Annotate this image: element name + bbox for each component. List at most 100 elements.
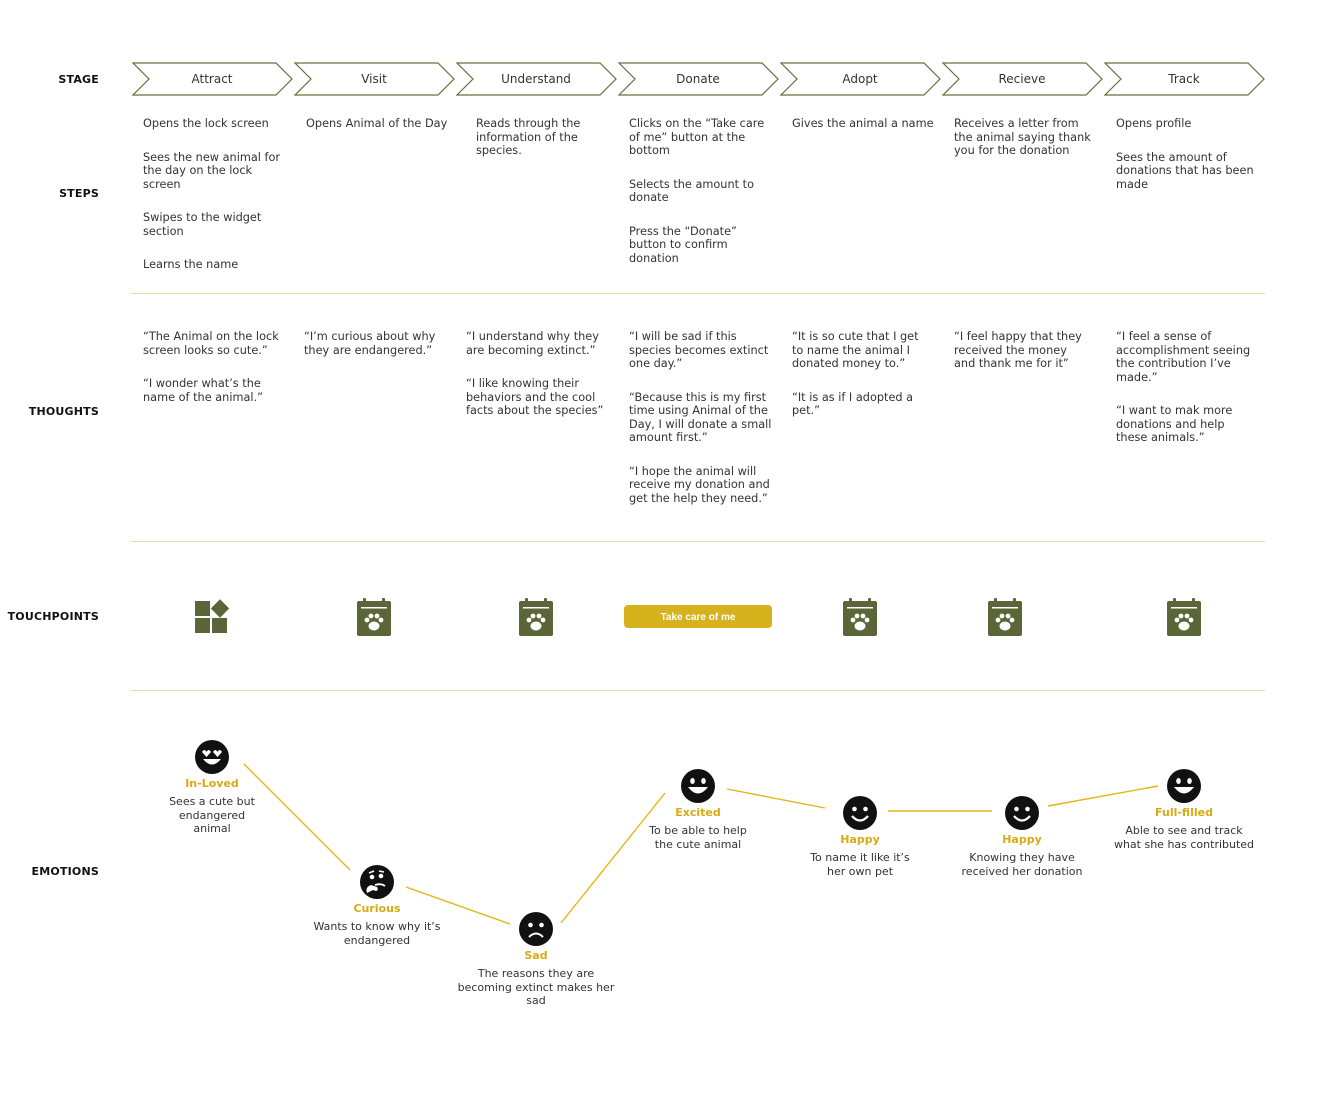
emotion-connector [560, 792, 666, 924]
stage-label: Donate [676, 72, 720, 86]
step-text: Learns the name [143, 258, 239, 271]
row-label-emotions: EMOTIONS [31, 865, 99, 878]
emotion-name: Excited [675, 806, 721, 819]
stage-arrow-donate: Donate [618, 62, 780, 96]
emotion-excited: Excited To be able to help the cute anim… [613, 768, 783, 851]
thoughts-attract: “The Animal on the lock screen looks so … [143, 330, 287, 424]
thoughts-donate: “I will be sad if this species becomes e… [629, 330, 775, 525]
step-text: Clicks on the “Take care of me” button a… [629, 117, 765, 157]
thought-text: “I understand why they are becoming exti… [466, 330, 599, 357]
thought-text: “I’m curious about why they are endanger… [304, 330, 436, 357]
chevron-arrow-shape [294, 62, 455, 96]
chevron-arrow-shape [1104, 62, 1265, 96]
steps-donate: Clicks on the “Take care of me” button a… [629, 117, 777, 285]
stage-label: Attract [191, 72, 233, 86]
steps-visit: Opens Animal of the Day [306, 117, 452, 151]
chevron-arrow-shape [132, 62, 293, 96]
stage-arrow-adopt: Adopt [780, 62, 942, 96]
smile-face-icon [843, 796, 877, 830]
emotion-connector [243, 763, 351, 871]
take-care-of-me-button[interactable]: Take care of me [624, 605, 772, 628]
chevron-arrow-shape [456, 62, 617, 96]
sad-face-icon [519, 912, 553, 946]
section-divider [131, 293, 1265, 294]
stage-label: Track [1168, 72, 1200, 86]
row-label-touchpoints: TOUCHPOINTS [7, 610, 99, 623]
calendar-paw-icon [356, 598, 392, 638]
steps-understand: Reads through the information of the spe… [476, 117, 602, 178]
emotion-name: Happy [840, 833, 880, 846]
thought-text: “I like knowing their behaviors and the … [466, 377, 604, 417]
step-text: Opens profile [1116, 117, 1192, 130]
row-label-stage: STAGE [58, 73, 99, 86]
heart-eyes-face-icon [195, 740, 229, 774]
thought-text: “It is so cute that I get to name the an… [792, 330, 919, 370]
step-text: Opens the lock screen [143, 117, 269, 130]
emotion-name: In-Loved [185, 777, 239, 790]
stage-arrow-understand: Understand [456, 62, 618, 96]
step-text: Reads through the information of the spe… [476, 117, 581, 157]
emotion-connector [405, 886, 511, 925]
emotion-connector [726, 788, 826, 809]
emotion-in-loved: In-Loved Sees a cute but endangered anim… [127, 739, 297, 836]
grin-face-icon [1167, 769, 1201, 803]
emotion-happy-recieve: Happy Knowing they have received her don… [937, 795, 1107, 878]
step-text: Press the “Donate” button to confirm don… [629, 224, 737, 265]
calendar-paw-icon [987, 598, 1023, 638]
stage-label: Visit [361, 72, 387, 86]
emotion-description: To name it like it’s her own pet [810, 851, 910, 878]
emotion-description: The reasons they are becoming extinct ma… [457, 967, 615, 1007]
calendar-paw-icon [1166, 598, 1202, 638]
steps-adopt: Gives the animal a name [792, 117, 938, 151]
emotion-description: Knowing they have received her donation [961, 851, 1083, 878]
emotion-name: Happy [1002, 833, 1042, 846]
thought-text: “Because this is my first time using Ani… [629, 390, 772, 445]
emotion-full-filled: Full-filled Able to see and track what s… [1099, 768, 1269, 851]
stage-arrow-visit: Visit [294, 62, 456, 96]
steps-attract: Opens the lock screen Sees the new anima… [143, 117, 289, 292]
thought-text: “I hope the animal will receive my donat… [629, 464, 770, 505]
step-text: Receives a letter from the animal saying… [954, 117, 1091, 157]
steps-track: Opens profile Sees the amount of donatio… [1116, 117, 1256, 211]
thoughts-adopt: “It is so cute that I get to name the an… [792, 330, 932, 438]
step-text: Opens Animal of the Day [306, 117, 448, 130]
widgets-icon [194, 599, 230, 635]
step-text: Sees the amount of donations that has be… [1116, 150, 1254, 191]
stage-arrow-track: Track [1104, 62, 1266, 96]
step-text: Gives the animal a name [792, 117, 934, 130]
emotion-curious: Curious Wants to know why it’s endangere… [292, 864, 462, 947]
emotion-name: Full-filled [1155, 806, 1213, 819]
emotion-connector [1047, 785, 1159, 807]
thinking-face-icon [360, 865, 394, 899]
stage-arrow-recieve: Recieve [942, 62, 1104, 96]
calendar-paw-icon [518, 598, 554, 638]
thoughts-understand: “I understand why they are becoming exti… [466, 330, 612, 438]
thoughts-track: “I feel a sense of accomplishment seeing… [1116, 330, 1256, 465]
thought-text: “I feel a sense of accomplishment seeing… [1116, 330, 1251, 384]
calendar-paw-icon [842, 598, 878, 638]
stage-arrow-attract: Attract [132, 62, 294, 96]
step-text: Selects the amount to donate [629, 177, 754, 205]
chevron-arrow-shape [780, 62, 941, 96]
emotion-name: Curious [353, 902, 401, 915]
thought-text: “I wonder what’s the name of the animal.… [143, 377, 263, 404]
row-label-steps: STEPS [59, 187, 99, 200]
section-divider [131, 541, 1265, 542]
emotion-description: Able to see and track what she has contr… [1113, 824, 1255, 851]
thought-text: “It is as if I adopted a pet.” [792, 390, 914, 418]
thought-text: “I want to mak more donations and help t… [1116, 404, 1233, 444]
smile-face-icon [1005, 796, 1039, 830]
grin-face-icon [681, 769, 715, 803]
thought-text: “I will be sad if this species becomes e… [629, 330, 769, 370]
emotion-description: To be able to help the cute animal [649, 824, 747, 851]
thought-text: “The Animal on the lock screen looks so … [143, 330, 279, 357]
stage-label: Adopt [842, 72, 878, 86]
stage-label: Recieve [998, 72, 1046, 86]
emotion-happy-adopt: Happy To name it like it’s her own pet [775, 795, 945, 878]
stage-label: Understand [501, 72, 571, 86]
section-divider [131, 690, 1265, 691]
chevron-arrow-shape [618, 62, 779, 96]
thought-text: “I feel happy that they received the mon… [954, 330, 1082, 370]
thoughts-recieve: “I feel happy that they received the mon… [954, 330, 1088, 391]
